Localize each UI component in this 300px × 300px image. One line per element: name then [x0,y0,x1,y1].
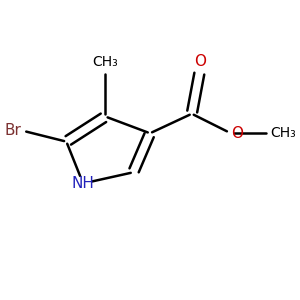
Text: CH₃: CH₃ [92,55,118,69]
Text: NH: NH [72,176,94,191]
Text: Br: Br [5,123,22,138]
Text: CH₃: CH₃ [270,126,296,140]
Text: O: O [231,126,243,141]
Text: O: O [194,54,206,69]
